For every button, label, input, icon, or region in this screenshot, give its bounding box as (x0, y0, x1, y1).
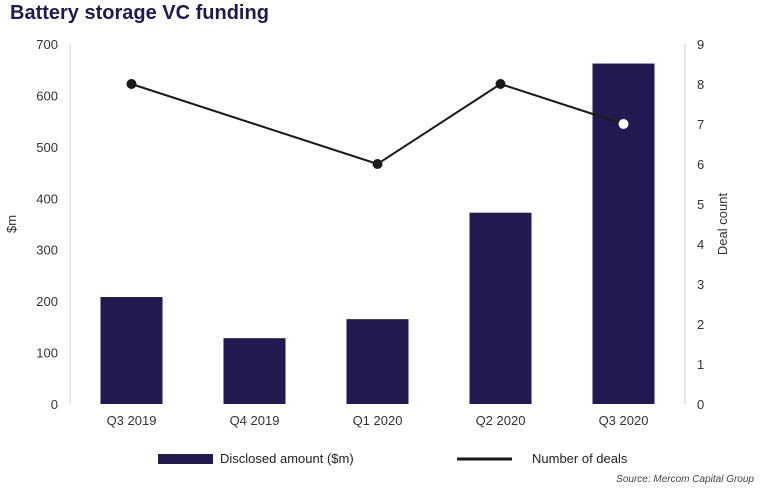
right-tick-labels: 0 1 2 3 4 5 6 7 8 9 (697, 37, 704, 412)
category-labels: Q3 2019 Q4 2019 Q1 2020 Q2 2020 Q3 2020 (107, 413, 649, 428)
bar-1 (100, 297, 163, 404)
y-axis-label: $m (4, 215, 19, 233)
y-tick-0: 0 (51, 397, 58, 412)
legend-line-label: Number of deals (532, 451, 628, 466)
y2-tick-9: 9 (697, 37, 704, 52)
deal-point-3 (372, 159, 383, 169)
x-tick-3: Q1 2020 (353, 413, 403, 428)
y2-tick-4: 4 (697, 237, 704, 252)
bar-3 (346, 319, 409, 404)
bar-group (100, 63, 655, 405)
deal-point-1 (126, 79, 137, 89)
y-tick-400: 400 (36, 191, 58, 206)
y-tick-500: 500 (36, 140, 58, 155)
y2-tick-6: 6 (697, 157, 704, 172)
source-note: Source: Mercom Capital Group (616, 474, 754, 485)
chart-title: Battery storage VC funding (10, 2, 269, 24)
legend-bar-label: Disclosed amount ($m) (220, 451, 354, 466)
y2-axis-label: Deal count (715, 193, 730, 256)
deal-count-line-group (126, 79, 629, 169)
x-tick-5: Q3 2020 (599, 413, 649, 428)
legend-bar-swatch (158, 454, 213, 464)
x-tick-2: Q4 2019 (230, 413, 280, 428)
deal-point-4 (495, 79, 506, 89)
y2-tick-3: 3 (697, 277, 704, 292)
x-tick-1: Q3 2019 (107, 413, 157, 428)
deal-point-5 (618, 119, 629, 129)
y-tick-100: 100 (36, 346, 58, 361)
bar-5 (592, 63, 655, 405)
bar-2 (223, 338, 286, 404)
deal-count-line (131, 82, 624, 166)
y2-tick-8: 8 (697, 77, 704, 92)
y2-tick-5: 5 (697, 197, 704, 212)
y-tick-700: 700 (36, 37, 58, 52)
y-tick-300: 300 (36, 243, 58, 258)
y2-tick-2: 2 (697, 317, 704, 332)
x-tick-4: Q2 2020 (476, 413, 526, 428)
bar-4 (469, 212, 532, 404)
y2-tick-1: 1 (697, 357, 704, 372)
y2-tick-0: 0 (697, 397, 704, 412)
y-tick-200: 200 (36, 294, 58, 309)
y2-tick-7: 7 (697, 117, 704, 132)
y-tick-600: 600 (36, 88, 58, 103)
left-tick-labels: 0 100 200 300 400 500 600 700 (36, 37, 58, 412)
